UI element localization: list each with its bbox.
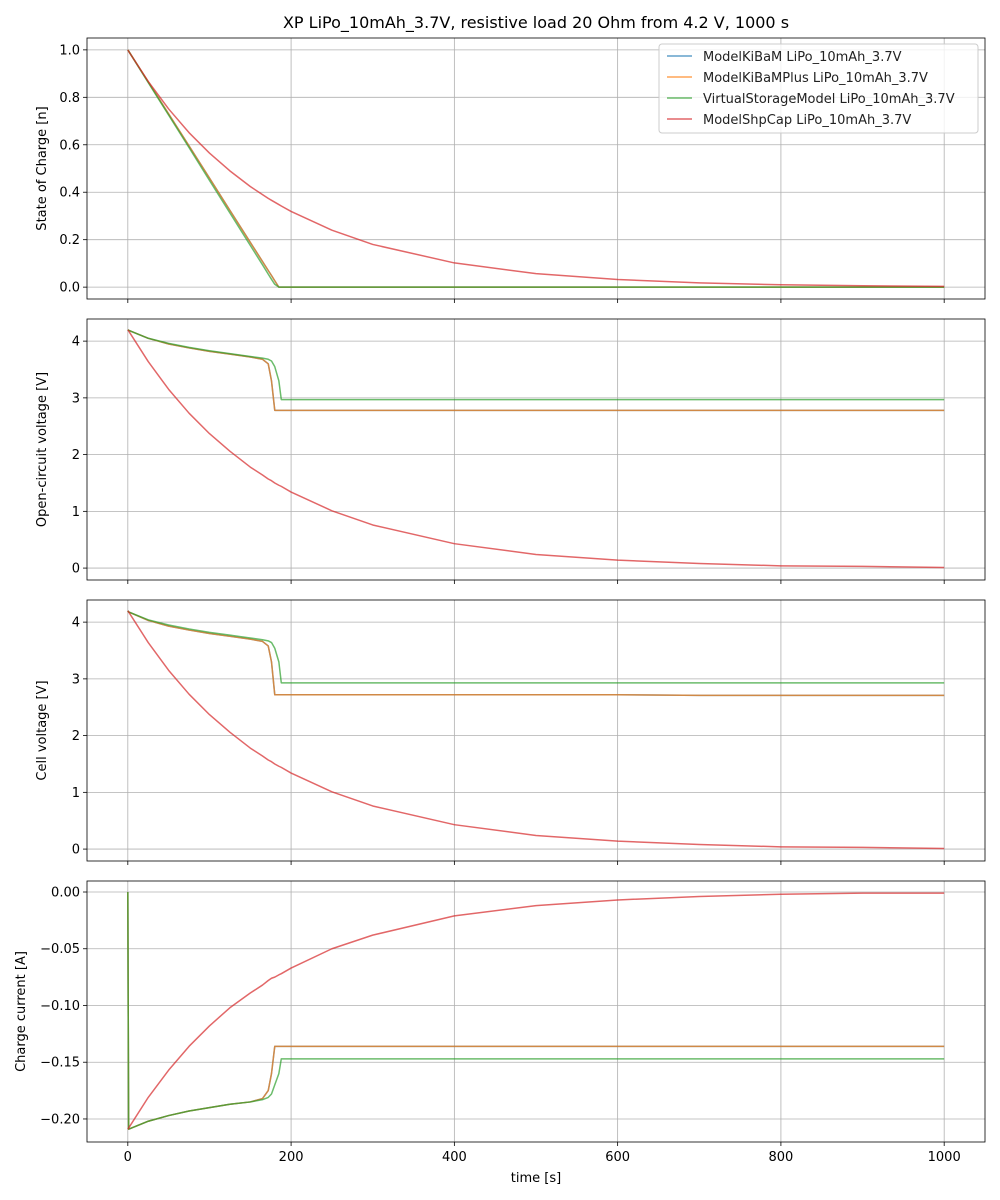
y-tick-label: 0.4: [59, 186, 80, 201]
y-tick-label: 1.0: [59, 43, 80, 58]
series-line-4: [127, 892, 945, 1130]
series-line-3: [127, 329, 945, 401]
axes-frame: [86, 318, 986, 581]
y-tick-label: 4: [72, 335, 80, 350]
y-tick-label: 4: [72, 616, 80, 631]
y-tick-label: 0.8: [59, 91, 80, 106]
y-tick-label: 1: [72, 786, 80, 801]
y-tick-label: −0.05: [40, 942, 80, 957]
chart-title: XP LiPo_10mAh_3.7V, resistive load 20 Oh…: [283, 13, 789, 33]
series-line-1: [127, 892, 945, 1130]
subplot-1: 0.0 0.2 0.4 0.6 0.8 1.0 State of Charge [n]: [35, 37, 986, 303]
y-tick-label: 3: [72, 391, 80, 406]
legend-entry: ModelShpCap LiPo_10mAh_3.7V: [703, 113, 911, 128]
axes-frame: [86, 880, 986, 1143]
series-line-4: [127, 49, 945, 288]
y-tick-label: 0.00: [51, 886, 80, 901]
y-axis-label: Open-circuit voltage [V]: [35, 372, 50, 527]
series-line-4: [127, 610, 945, 850]
series-line-3: [127, 892, 945, 1130]
axes-frame: [86, 599, 986, 862]
x-tick-label: 1000: [928, 1150, 961, 1165]
legend-box: [658, 43, 979, 134]
y-axis-label: Charge current [A]: [14, 951, 29, 1072]
y-tick-label: 1: [72, 505, 80, 520]
series-line-2: [127, 610, 945, 697]
y-tick-label: −0.20: [40, 1112, 80, 1127]
y-tick-label: 0: [72, 843, 80, 858]
x-tick-label: 600: [605, 1150, 630, 1165]
y-tick-label: 0.2: [59, 233, 80, 248]
x-tick-label: 400: [442, 1150, 467, 1165]
y-axis-label: Cell voltage [V]: [35, 680, 50, 780]
y-tick-label: −0.10: [40, 999, 80, 1014]
subplot-2: 0 1 2 3 4 Open-circuit voltage [V]: [35, 318, 986, 584]
y-tick-label: 2: [72, 729, 80, 744]
y-axis-label: State of Charge [n]: [35, 106, 50, 230]
x-tick-label: 200: [279, 1150, 304, 1165]
series-line-2: [127, 892, 945, 1130]
legend-entry: ModelKiBaM LiPo_10mAh_3.7V: [703, 50, 902, 65]
y-tick-label: 0: [72, 562, 80, 577]
y-tick-label: −0.15: [40, 1056, 80, 1071]
axes-frame: [86, 37, 986, 300]
series-line-3: [127, 610, 945, 684]
subplot-3: 0 1 2 3 4 Cell voltage [V]: [35, 599, 986, 865]
y-tick-label: 0.0: [59, 281, 80, 296]
legend: ModelKiBaM LiPo_10mAh_3.7V ModelKiBaMPlus…: [658, 43, 979, 134]
series-line-4: [127, 329, 945, 569]
y-tick-label: 2: [72, 448, 80, 463]
series-line-3: [127, 49, 945, 288]
x-tick-label: 0: [124, 1150, 132, 1165]
y-tick-label: 0.6: [59, 138, 80, 153]
legend-entry: ModelKiBaMPlus LiPo_10mAh_3.7V: [703, 71, 928, 86]
x-tick-label: 800: [768, 1150, 793, 1165]
subplot-4: 0 200 400 600 800 1000 0.00 −0.05 −0.10 −0.15 −0.2…: [14, 880, 986, 1165]
legend-entry: VirtualStorageModel LiPo_10mAh_3.7V: [703, 92, 955, 107]
x-axis-label: time [s]: [511, 1171, 561, 1186]
y-tick-label: 3: [72, 672, 80, 687]
